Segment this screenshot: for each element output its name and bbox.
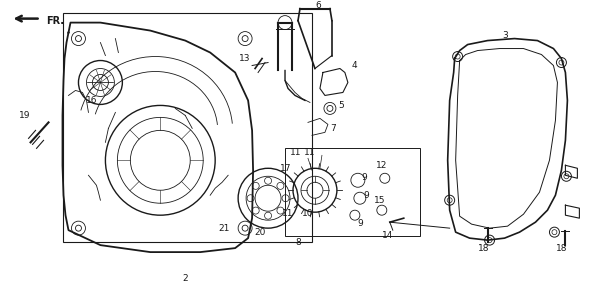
Text: 8: 8	[295, 237, 301, 247]
Text: 10: 10	[302, 209, 314, 218]
Text: 5: 5	[338, 101, 343, 110]
Text: 3: 3	[503, 31, 509, 40]
Text: 11: 11	[304, 148, 316, 157]
Text: 18: 18	[478, 244, 489, 253]
Text: 7: 7	[330, 124, 336, 133]
Text: 16: 16	[86, 96, 97, 105]
Text: 15: 15	[374, 196, 386, 205]
Circle shape	[76, 36, 81, 42]
Text: 11: 11	[290, 148, 301, 157]
Text: 17: 17	[280, 164, 292, 173]
Text: 11: 11	[282, 209, 294, 218]
Text: 9: 9	[364, 191, 369, 200]
Circle shape	[242, 225, 248, 231]
Text: 9: 9	[362, 173, 368, 182]
Text: 14: 14	[382, 231, 394, 240]
Text: 13: 13	[238, 54, 250, 63]
Circle shape	[76, 225, 81, 231]
Text: 19: 19	[19, 111, 30, 120]
Text: 6: 6	[315, 1, 321, 10]
Text: 12: 12	[376, 161, 388, 170]
Text: 4: 4	[352, 61, 358, 70]
Text: 21: 21	[218, 224, 230, 233]
Circle shape	[242, 36, 248, 42]
Text: 20: 20	[254, 228, 266, 237]
Text: FR.: FR.	[47, 16, 64, 26]
Text: 18: 18	[556, 244, 567, 253]
Bar	[285, 148, 419, 236]
Text: 9: 9	[358, 219, 363, 228]
Bar	[63, 13, 312, 242]
Text: 2: 2	[182, 274, 188, 283]
